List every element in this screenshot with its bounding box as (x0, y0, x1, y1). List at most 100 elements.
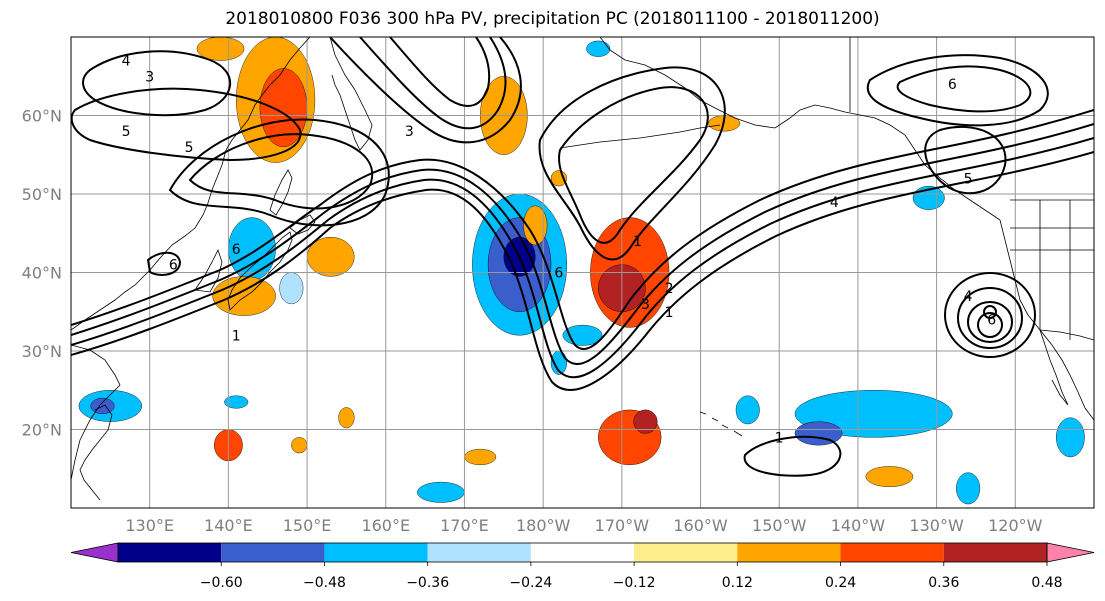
contour-label: 6 (554, 266, 563, 282)
hawaii-islands (699, 411, 743, 437)
pv-contour-alaska-2 (896, 65, 1032, 113)
colorbar-bin (943, 543, 1047, 562)
lon-tick-label: 170°E (440, 516, 489, 535)
us-state-borders (1010, 200, 1094, 340)
pv-contour-alaska (867, 54, 1049, 127)
lon-tick-label: 150°W (752, 516, 807, 535)
colorbar-extend-max (1046, 542, 1095, 563)
precip-area-midpac-positive (464, 448, 497, 466)
colorbar-tick-label: −0.48 (303, 575, 346, 591)
baja-coastline (1039, 329, 1069, 406)
precip-area-bering-negative-small (586, 40, 611, 57)
precip-area-east-of-japan-negative (279, 272, 304, 305)
colorbar-bin (634, 543, 738, 562)
pv-contour-west-loop (188, 133, 374, 210)
contour-label: 3 (641, 297, 650, 313)
kamchatka-coastline (329, 37, 373, 151)
colorbar-bin (840, 543, 944, 562)
lon-tick-label: 120°W (988, 516, 1043, 535)
axis-labels: 20°N 30°N 40°N 50°N 60°N 130°E 140°E 150°E 160°E… (22, 107, 1043, 536)
precip-area-mexico-negative (956, 472, 981, 505)
pv-contour-japan-loop (146, 251, 182, 276)
contour-label: 5 (122, 124, 131, 140)
contour-label: 1 (665, 305, 674, 321)
colorbar-bin (530, 543, 635, 562)
pv-contour-cutoff-4 (944, 272, 1037, 358)
map-frame (70, 36, 1095, 509)
pv-contour-tropical (743, 435, 842, 477)
pv-contour-cutoff-5 (983, 305, 998, 319)
lon-tick-label: 130°E (125, 516, 174, 535)
contour-label: 6 (948, 77, 957, 93)
lon-tick-label: 130°W (909, 516, 964, 535)
asia-coastline-south (71, 344, 121, 481)
contour-label: 3 (145, 69, 154, 85)
pv-contour-1 (71, 109, 1094, 350)
pv-contour-ridge (558, 86, 709, 244)
lon-tick-label: 170°W (595, 516, 650, 535)
lon-tick-label: 140°E (204, 516, 253, 535)
colorbar-tick-label: 0.48 (1031, 575, 1062, 591)
lat-tick-label: 60°N (22, 107, 62, 126)
contour-label: 1 (633, 234, 642, 250)
pv-contour-4 (71, 151, 1094, 391)
colorbar-bin (737, 543, 841, 562)
colorbar-bin (118, 543, 222, 562)
precip-area-gulf-negative (1056, 417, 1085, 458)
precip-area-japan-positive (212, 276, 276, 316)
colorbar-tick-label: −0.24 (509, 575, 552, 591)
contour-label: 1 (232, 328, 241, 344)
pv-contour-bering-trough-2 (359, 37, 507, 130)
pv-contour-cutoff-3 (957, 287, 1024, 349)
precip-area-west-pacific-small-negative (224, 395, 249, 409)
precip-area-hawaii-east-negative (735, 395, 760, 425)
pv-contour-3 (71, 137, 1094, 379)
lon-tick-label: 140°W (831, 516, 886, 535)
contour-label: 6 (232, 242, 241, 258)
precip-area-east-pacific-negative-core (794, 421, 843, 446)
lat-tick-label: 20°N (22, 421, 62, 440)
lon-tick-label: 150°E (283, 516, 332, 535)
coastlines (71, 37, 1094, 501)
colorbar-bin (324, 543, 428, 562)
precip-area-chukchi-positive (196, 37, 245, 61)
aleutian-islands (559, 124, 721, 149)
precip-area-aleutian-small-positive (523, 205, 548, 246)
pv-contour-ridge-2 (538, 66, 726, 261)
colorbar-tick-label: 0.24 (825, 575, 856, 591)
colorbar-bin (221, 543, 325, 562)
philippines-coastline (79, 404, 113, 501)
contour-label: 5 (964, 171, 973, 187)
colorbar-frame (117, 542, 1048, 563)
contour-label: 4 (964, 289, 973, 305)
pv-contour-cutoff-2 (967, 301, 1014, 343)
pv-contours (71, 37, 1094, 477)
pv-contour-ne-pacific (924, 125, 1007, 195)
precip-area-hawaii-north-positive-inner (633, 409, 658, 434)
pv-contour-bering-trough (329, 37, 522, 144)
pv-contour-west-loop-2 (168, 118, 390, 227)
contour-label: 1 (775, 430, 784, 446)
colorbar-extend-min (70, 542, 119, 563)
lon-tick-label: 160°E (361, 516, 410, 535)
sakhalin-coastline (269, 169, 293, 216)
lat-tick-label: 40°N (22, 264, 62, 283)
lat-tick-label: 30°N (22, 342, 62, 361)
pv-contour-siberia (82, 50, 231, 117)
colorbar-tick-label: 0.12 (722, 575, 753, 591)
colorbar-tick-label: −0.60 (200, 575, 243, 591)
colorbar-tick-label: −0.36 (406, 575, 449, 591)
contour-label: 6 (987, 313, 996, 329)
pv-contour-siberia-2 (71, 87, 302, 162)
contour-label: 4 (122, 54, 131, 70)
precip-area-west-pacific-small-positive (338, 407, 355, 429)
contour-label: 5 (185, 140, 194, 156)
precip-area-east-tropical-positive (865, 466, 914, 488)
colorbar-tick-label: 0.36 (928, 575, 959, 591)
lon-tick-label: 180°W (516, 516, 571, 535)
colorbar: −0.60 −0.48 −0.36 −0.24 −0.12 0.12 0.24 0.36 0.4… (70, 542, 1095, 591)
pv-contour-bering-trough-3 (389, 37, 491, 107)
contour-label: 3 (405, 124, 414, 140)
